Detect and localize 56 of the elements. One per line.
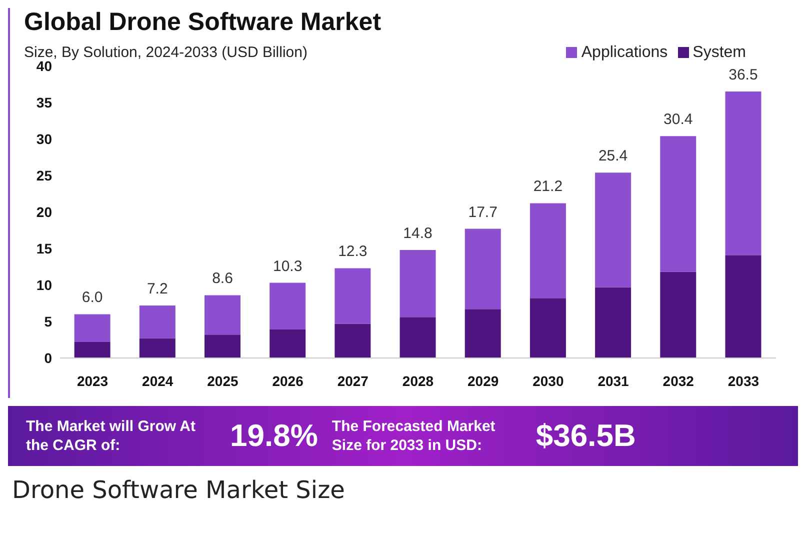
total-label: 12.3 <box>338 243 368 260</box>
y-tick-label: 30 <box>36 130 52 147</box>
x-tick-label: 2029 <box>468 372 499 389</box>
y-tick-label: 20 <box>36 204 52 220</box>
bar <box>400 317 436 358</box>
bar <box>334 268 371 324</box>
y-tick-label: 15 <box>36 240 52 256</box>
total-label: 8.6 <box>212 270 233 288</box>
y-tick-label: 35 <box>36 94 52 110</box>
bar <box>139 305 176 338</box>
y-tick-label: 5 <box>44 313 52 330</box>
x-tick-label: 2024 <box>142 372 174 389</box>
bar <box>595 172 632 288</box>
x-tick-label: 2028 <box>402 372 434 389</box>
bar <box>660 136 696 272</box>
total-label: 25.4 <box>598 148 628 165</box>
total-label: 14.8 <box>403 224 432 242</box>
bar <box>204 334 240 358</box>
bar <box>725 92 762 256</box>
x-tick-label: 2027 <box>337 372 369 389</box>
x-tick-label: 2031 <box>598 372 630 389</box>
bar <box>400 250 436 318</box>
y-tick-label: 25 <box>36 167 52 184</box>
bar <box>204 295 240 335</box>
x-tick-label: 2026 <box>272 372 304 389</box>
legend-label: Applications <box>581 44 668 61</box>
y-tick-label: 0 <box>44 350 52 366</box>
bar <box>595 287 632 358</box>
x-tick-label: 2032 <box>662 372 694 389</box>
bar <box>334 324 371 358</box>
total-label: 17.7 <box>468 204 498 221</box>
bar <box>270 330 306 358</box>
bar <box>74 342 110 358</box>
legend-label: System <box>692 44 746 61</box>
x-tick-label: 2030 <box>532 372 564 389</box>
total-label: 30.4 <box>664 111 693 128</box>
x-tick-label: 2023 <box>76 372 108 389</box>
bar <box>464 228 501 310</box>
y-tick-label: 10 <box>36 276 52 293</box>
bar <box>725 255 762 358</box>
bar <box>530 203 566 298</box>
bar <box>660 272 696 358</box>
bar <box>270 282 306 330</box>
total-label: 36.5 <box>728 66 758 84</box>
bar <box>464 309 501 358</box>
total-label: 7.2 <box>146 280 168 298</box>
bar <box>74 314 110 342</box>
total-label: 10.3 <box>272 258 302 275</box>
x-tick-label: 2033 <box>728 372 760 389</box>
total-label: 6.0 <box>82 289 103 306</box>
bar <box>139 338 176 358</box>
x-tick-label: 2025 <box>207 372 239 389</box>
bar <box>530 298 566 358</box>
chart-title: Global Drone Software Market <box>24 8 382 37</box>
text: Drone Software Market Size <box>12 476 346 504</box>
total-label: 21.2 <box>533 178 563 196</box>
